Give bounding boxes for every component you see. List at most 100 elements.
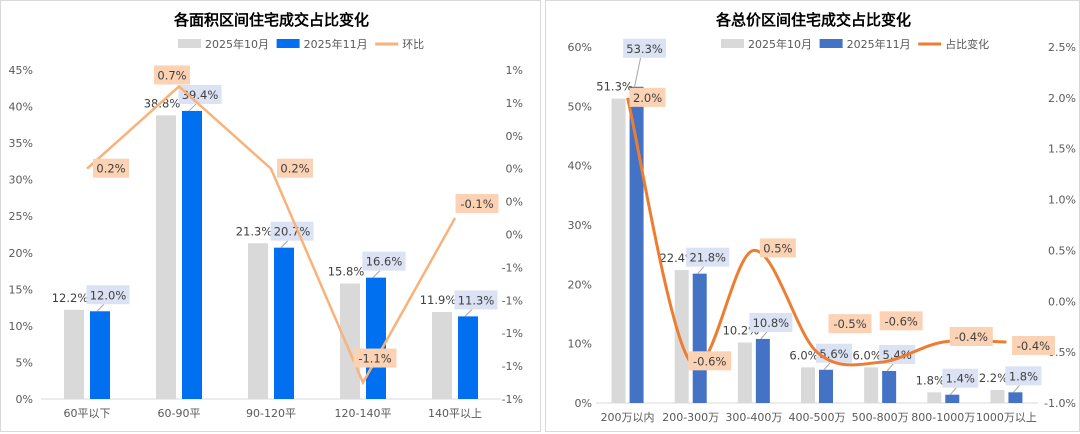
line-label: -0.6% (884, 314, 917, 328)
category-label: 60-90平 (158, 407, 201, 420)
bar-label-nov: 1.4% (946, 372, 975, 386)
bar-nov (1008, 392, 1023, 403)
right-axis-tick: 1.5% (1048, 143, 1076, 156)
bar-label-nov: 16.6% (366, 255, 403, 269)
bar-nov (90, 311, 110, 399)
bar-nov (458, 316, 478, 399)
bar-label-oct: 51.3% (596, 80, 633, 94)
left-axis-tick: 30% (568, 219, 592, 232)
line-label: 0.2% (280, 162, 309, 176)
bar-label-oct: 15.8% (328, 264, 365, 278)
bar-oct (990, 389, 1005, 403)
right-axis-tick: -1% (502, 261, 523, 274)
line-label-box (1011, 335, 1055, 355)
legend-swatch-1 (819, 39, 843, 48)
bar-nov (692, 273, 707, 403)
category-label: 90-120平 (246, 407, 296, 420)
bar-label-nov-box (86, 285, 130, 305)
bar-label-nov: 5.6% (819, 347, 848, 361)
right-axis-tick: 0% (506, 196, 523, 209)
category-label: 60平以下 (64, 407, 111, 420)
bar-label-nov-box (686, 247, 730, 267)
left-axis-tick: 40% (9, 101, 33, 114)
legend-swatch-0 (721, 39, 744, 48)
bar-label-oct: 21.3% (236, 224, 273, 238)
right-axis-tick: 0% (506, 163, 523, 176)
legend-label-0: 2025年10月 (205, 37, 269, 51)
right-axis-tick: 1.0% (1048, 194, 1076, 207)
line-label: 0.7% (157, 68, 186, 82)
left-axis-tick: 10% (9, 320, 33, 333)
bar-oct (864, 367, 879, 403)
category-label: 800-1000万 (911, 411, 975, 424)
bar-nov (629, 86, 644, 404)
line-label-box (93, 158, 129, 178)
bar-label-leader (280, 240, 289, 249)
right-axis-tick: 0% (506, 229, 523, 242)
line-label-box (688, 351, 732, 371)
left-axis-tick: 0% (16, 393, 33, 406)
left-axis-tick: 60% (568, 41, 592, 54)
bar-label-oct: 38.8% (144, 96, 181, 110)
bar-label-nov-box (623, 38, 667, 58)
category-label: 500-800万 (852, 411, 909, 424)
bar-label-nov-box (178, 84, 222, 104)
left-axis-tick: 10% (568, 338, 592, 351)
bar-oct (248, 243, 268, 399)
left-axis-tick: 35% (9, 137, 33, 150)
line-label-box (455, 194, 499, 214)
bar-label-nov: 1.8% (1009, 369, 1038, 383)
category-label: 1000万以上 (976, 411, 1037, 424)
line-label-box (879, 311, 923, 331)
legend-label-2: 占比变化 (945, 37, 989, 51)
bar-label-nov-box (749, 312, 793, 332)
bar-label-oct: 6.0% (853, 348, 882, 362)
bar-nov (882, 370, 897, 403)
line-label-box (949, 326, 993, 346)
category-label: 120-140平 (335, 407, 392, 420)
bar-oct (611, 98, 626, 404)
bar-label-oct: 11.9% (420, 293, 457, 307)
category-label: 400-500万 (789, 411, 846, 424)
bar-label-nov: 11.3% (458, 293, 495, 307)
bar-nov (366, 277, 386, 399)
right-axis-tick: 1% (506, 97, 523, 110)
left-axis-tick: 20% (9, 247, 33, 260)
bar-label-leader (1013, 384, 1020, 393)
right-axis-tick: 0% (506, 130, 523, 143)
bar-label-leader (760, 331, 768, 340)
right-axis-tick: -1.0% (1044, 397, 1076, 410)
category-label: 300-400万 (725, 411, 782, 424)
bar-label-leader (697, 266, 705, 274)
line-label: 0.5% (763, 241, 792, 255)
bar-label-nov-box (879, 344, 916, 364)
bar-label-oct: 12.2% (52, 291, 89, 305)
line-label-box (277, 158, 313, 178)
bar-label-nov-box (362, 251, 406, 271)
line-label: -1.1% (358, 352, 391, 366)
left-axis-tick: 20% (568, 278, 592, 291)
right-axis-tick: 0.5% (1048, 244, 1076, 257)
right-axis-tick: 2.0% (1048, 92, 1076, 105)
bar-label-leader (949, 387, 957, 396)
bar-nov (819, 369, 833, 403)
right-axis-tick: -1% (502, 360, 523, 373)
bar-label-leader (823, 362, 831, 371)
bar-label-nov: 53.3% (626, 42, 663, 56)
line-1 (626, 97, 1007, 367)
bar-oct (927, 392, 942, 403)
bar-label-leader (96, 303, 105, 312)
left-axis-tick: 5% (16, 356, 33, 369)
bar-label-nov-box (1005, 366, 1042, 386)
chart-title: 各面积区间住宅成交占比变化 (173, 11, 369, 29)
bar-oct (801, 367, 815, 403)
bar-oct (737, 342, 752, 403)
line-label: -0.1% (460, 197, 493, 211)
legend-label-1: 2025年11月 (304, 37, 368, 51)
bar-oct (64, 309, 84, 399)
line-label: -0.6% (693, 354, 726, 368)
bar-label-oct: 2.2% (979, 371, 1008, 385)
bar-label-nov: 21.8% (689, 251, 726, 265)
bar-label-nov: 10.8% (753, 316, 790, 330)
left-axis-tick: 30% (9, 174, 33, 187)
